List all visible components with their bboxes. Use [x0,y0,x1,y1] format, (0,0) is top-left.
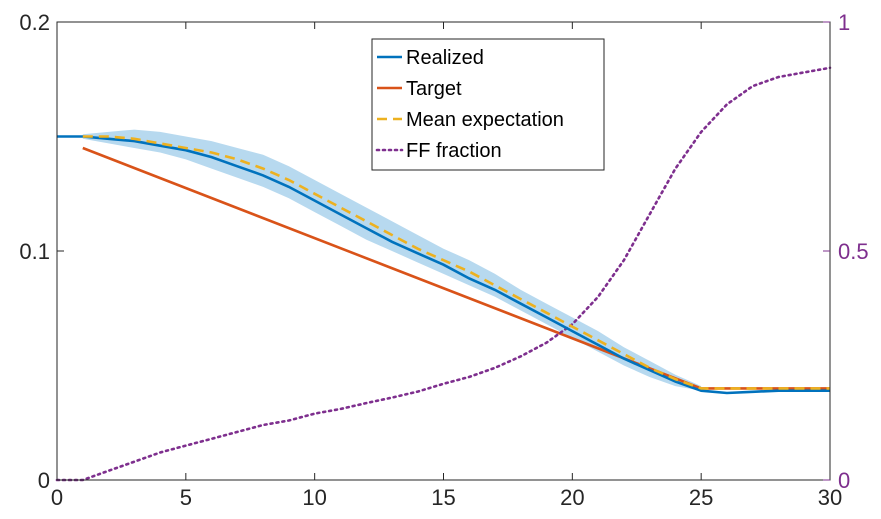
legend-label-target: Target [406,78,462,100]
y-left-tick-label: 0.2 [19,10,50,35]
y-right-axis-ticks: 00.51 [823,10,869,493]
series-layer [55,66,832,482]
legend-box [371,38,605,171]
legend: Realized Target Mean expectation FF fractio… [371,38,605,171]
legend-label-realized: Realized [406,47,484,69]
x-axis-ticks: 0 5 10 15 20 25 30 [51,22,842,510]
y-left-axis-ticks: 0 0.1 0.2 [19,10,64,493]
y-left-tick-label: 0 [38,468,50,493]
x-tick-label: 30 [818,485,842,510]
y-right-tick-label: 1 [838,10,850,35]
y-right-tick-label: 0.5 [838,239,869,264]
y-left-tick-label: 0.1 [19,239,50,264]
x-tick-label: 0 [51,485,63,510]
x-tick-label: 25 [689,485,713,510]
legend-label-mean-expectation: Mean expectation [406,109,564,131]
y-right-tick-label: 0 [838,468,850,493]
series-line-realized [57,135,830,395]
x-tick-label: 10 [302,485,326,510]
x-tick-label: 20 [560,485,584,510]
x-tick-label: 5 [180,485,192,510]
series-line-mean-expectation [82,135,830,390]
legend-label-ff-fraction: FF fraction [406,140,502,162]
x-tick-label: 15 [431,485,455,510]
series-line-ff-fraction [55,66,832,482]
